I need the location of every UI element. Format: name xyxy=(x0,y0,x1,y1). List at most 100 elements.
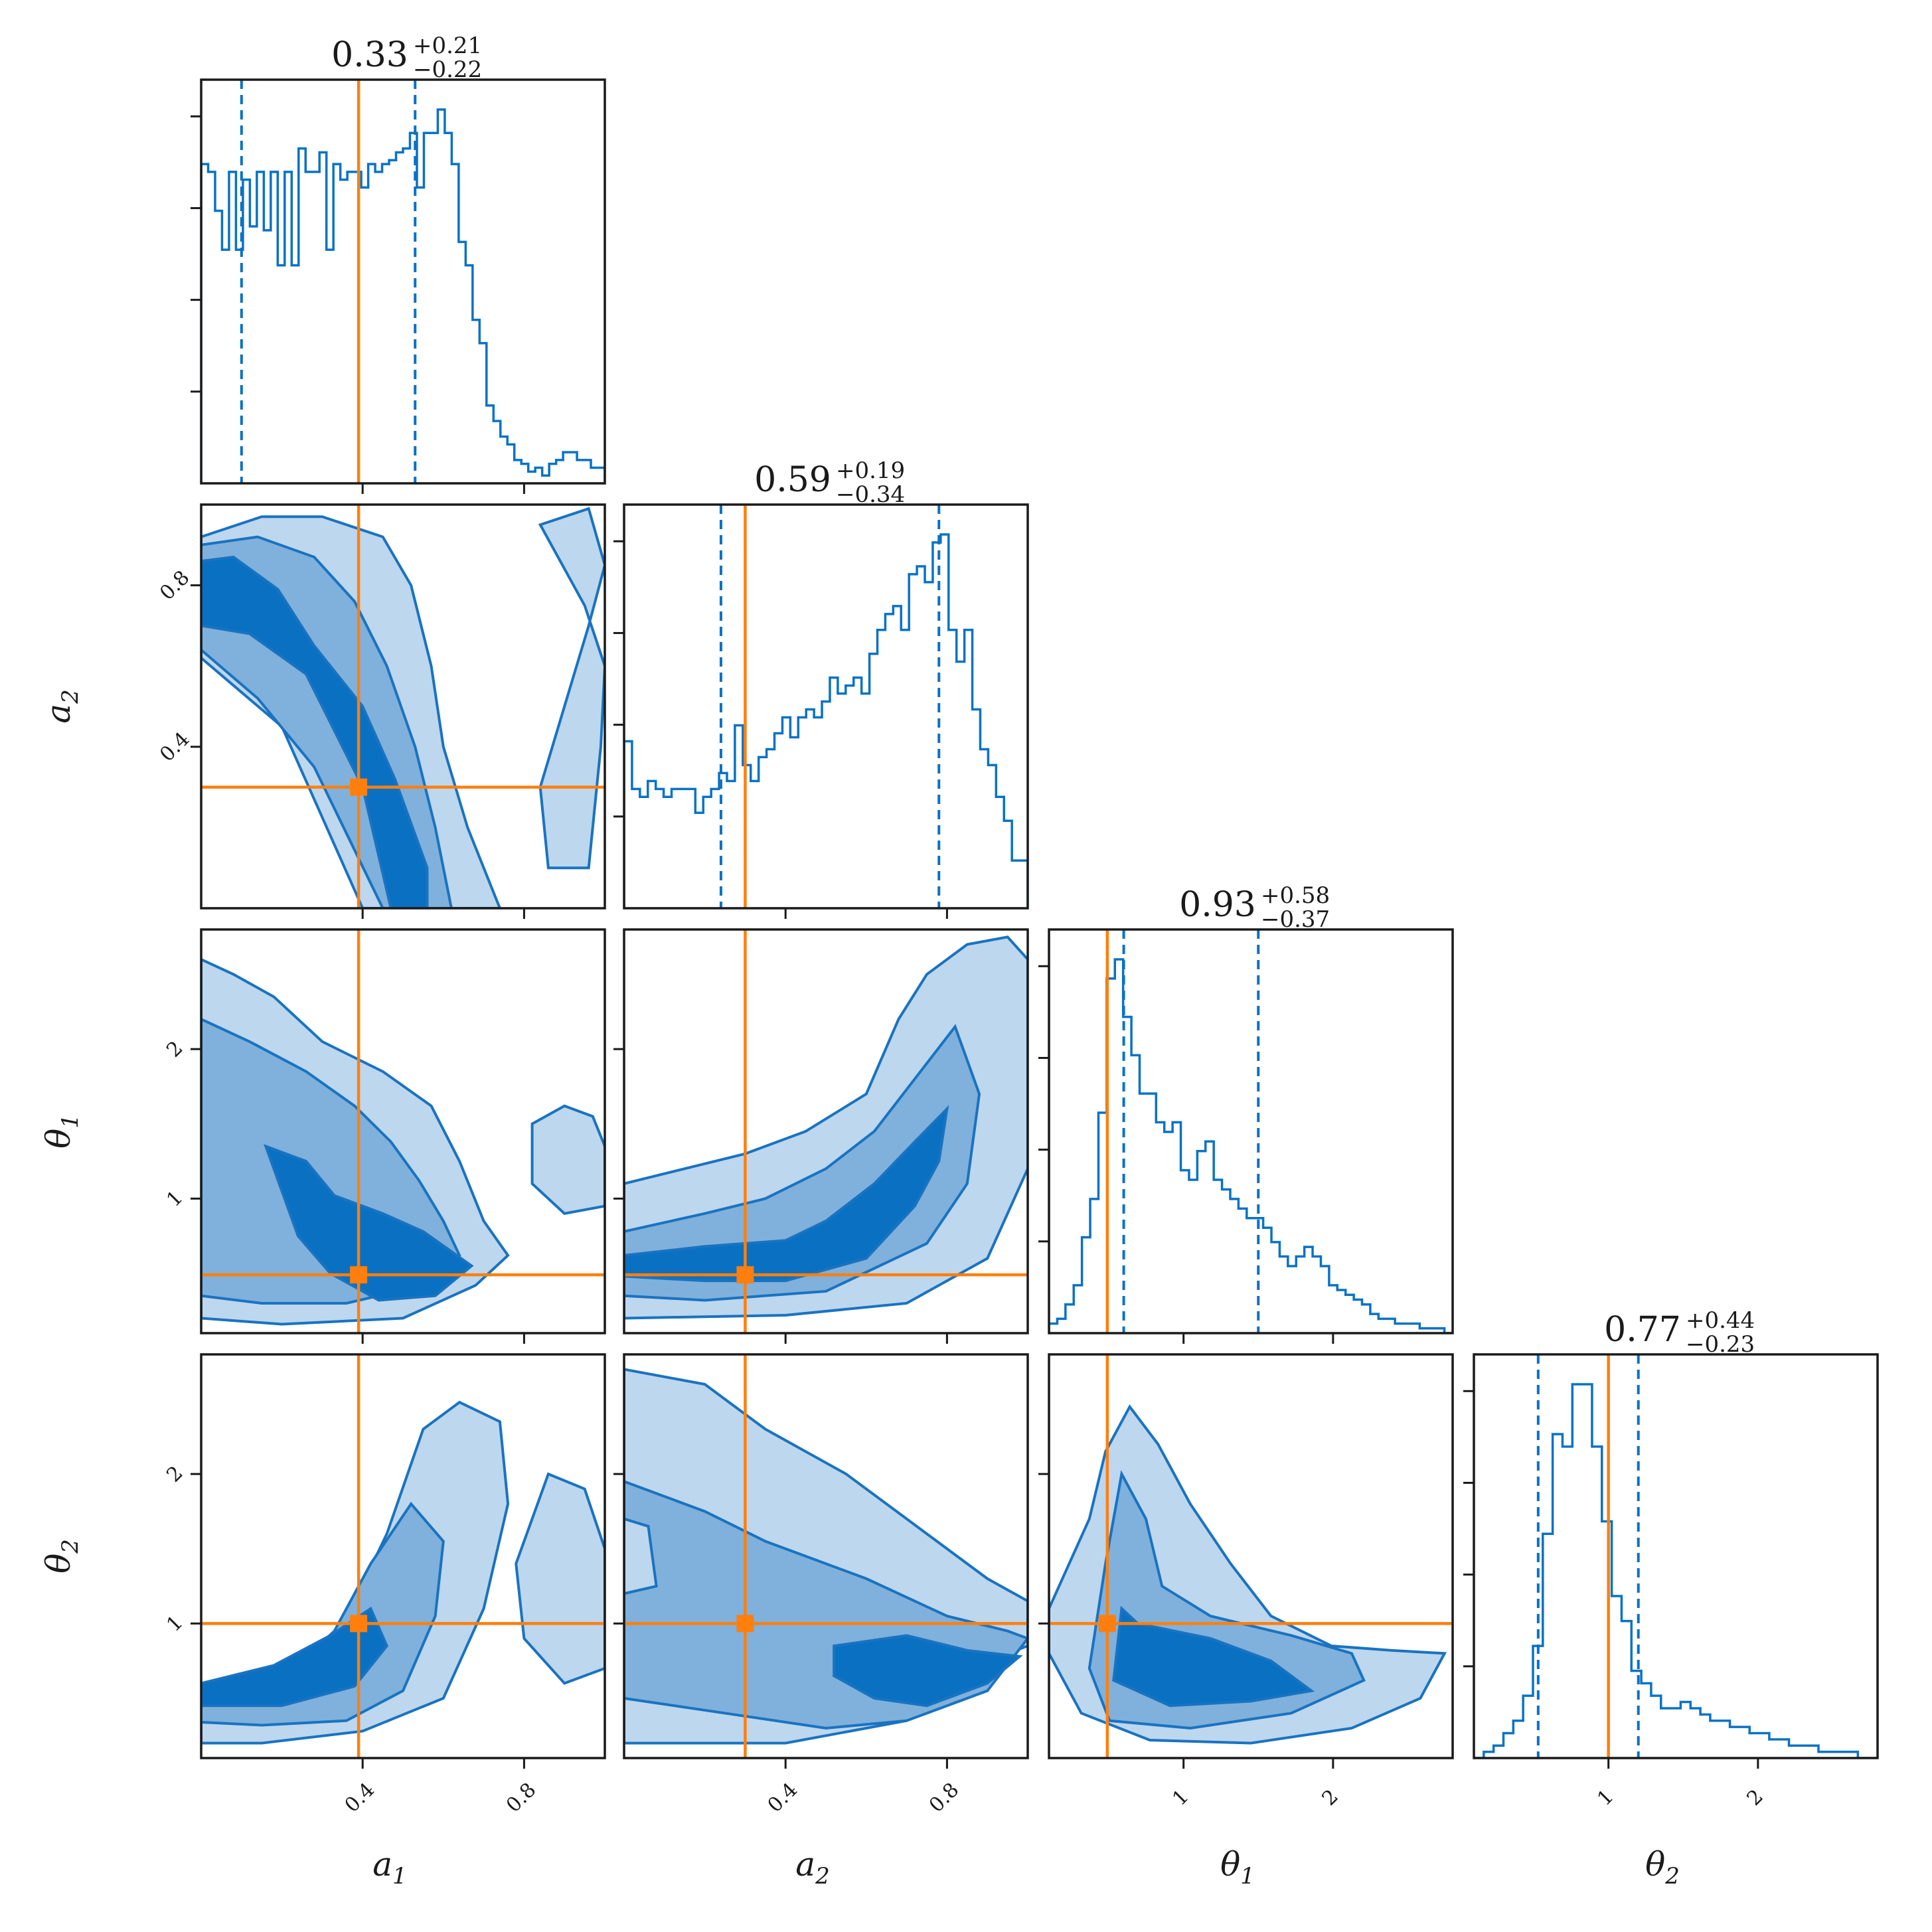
axis-frame xyxy=(623,928,1029,1334)
x-axis-label-2-subscript: 1 xyxy=(1240,1863,1255,1890)
title-plus-0: +0.21 xyxy=(413,33,482,59)
y-axis-label-1: a2 xyxy=(39,689,84,723)
x-tick-label: 0.8 xyxy=(502,1779,540,1817)
y-tick-label: 2 xyxy=(162,1036,187,1062)
contour-inner-3-2-2 xyxy=(1112,1605,1315,1708)
truth-marker xyxy=(350,1615,368,1633)
x-tick-label: 0.8 xyxy=(925,1779,963,1817)
panel-content xyxy=(201,929,605,1333)
axis-frame xyxy=(623,1353,1029,1759)
axis-frame xyxy=(623,503,1029,910)
panel-content xyxy=(1049,929,1453,1333)
y-axis-label-1-symbol: a xyxy=(39,704,78,724)
contour-inner-3-1-2 xyxy=(833,1634,1023,1708)
title-median-1: 0.59 xyxy=(754,460,831,500)
panel-content xyxy=(201,80,605,483)
panel-content xyxy=(624,505,1028,908)
title-plus-2: +0.58 xyxy=(1261,882,1330,909)
contour-outer-2-0-3 xyxy=(530,1104,605,1216)
contour-outer-1-0-3 xyxy=(538,507,605,870)
contour-inner-2-1-2 xyxy=(624,1105,949,1283)
y-axis-label-2-text: θ1 xyxy=(39,1114,84,1149)
y-tick-label: 1 xyxy=(162,1186,187,1212)
y-tick-label: 0.4 xyxy=(155,728,194,766)
panel-1-1: 0.59 +0.19−0.34 xyxy=(613,457,1029,919)
x-tick-label: 0.4 xyxy=(764,1779,802,1817)
contour-outer-3-0-3 xyxy=(515,1472,605,1685)
x-axis-label-1: a2 xyxy=(795,1845,829,1890)
y-axis-label-3-symbol: θ xyxy=(39,1554,78,1573)
panel-0-0: 0.33 +0.21−0.22 xyxy=(191,33,606,494)
y-tick-label: 2 xyxy=(162,1461,187,1487)
axis-frame xyxy=(200,78,606,485)
panels: 0.33 +0.21−0.220.40.80.59 +0.19−0.34120.93… xyxy=(39,33,1879,1890)
x-axis-label-2: θ1 xyxy=(1220,1845,1255,1890)
x-axis-label-3-subscript: 2 xyxy=(1664,1863,1680,1890)
title-median-0: 0.33 xyxy=(331,35,408,75)
title-median-3: 0.77 xyxy=(1604,1310,1681,1350)
panel-2-0: 12 xyxy=(162,928,606,1344)
contour-inner-3-0-2 xyxy=(201,1606,388,1708)
histogram-0 xyxy=(201,108,605,483)
x-axis-label-3-text: θ2 xyxy=(1645,1845,1680,1890)
x-axis-label-0-text: a1 xyxy=(372,1845,406,1890)
panel-2-1 xyxy=(613,928,1029,1344)
y-axis-label-2-subscript: 1 xyxy=(57,1114,84,1129)
panel-content xyxy=(201,505,605,908)
y-axis-label-1-text: a2 xyxy=(39,689,84,723)
y-axis-label-1-subscript: 2 xyxy=(57,689,84,704)
axis-frame xyxy=(200,503,606,910)
x-axis-label-3: θ2 xyxy=(1645,1845,1680,1890)
panel-3-1: 0.4 0.8 xyxy=(613,1353,1029,1817)
axis-frame xyxy=(1048,1353,1454,1759)
x-tick-label: 1 xyxy=(1168,1785,1193,1811)
title-plus-3: +0.44 xyxy=(1686,1307,1755,1334)
y-tick-label: 1 xyxy=(162,1611,187,1637)
x-axis-label-2-symbol: θ xyxy=(1220,1845,1240,1884)
truth-marker xyxy=(350,778,368,796)
x-axis-label-2-text: θ1 xyxy=(1220,1845,1255,1890)
histogram-1 xyxy=(624,533,1028,908)
x-axis-label-0-subscript: 1 xyxy=(392,1863,407,1890)
truth-marker xyxy=(350,1266,368,1284)
y-axis-label-2: θ1 xyxy=(39,1114,84,1149)
x-axis-label-1-text: a2 xyxy=(795,1845,829,1890)
x-tick-label: 2 xyxy=(1742,1785,1767,1811)
contour-outer-3-1-3 xyxy=(624,1517,658,1595)
panel-content xyxy=(201,1354,605,1758)
x-tick-label: 0.4 xyxy=(341,1779,379,1817)
x-tick-label: 2 xyxy=(1317,1785,1342,1811)
axis-frame xyxy=(1473,1353,1879,1759)
x-axis-label-1-symbol: a xyxy=(795,1845,815,1884)
axis-frame xyxy=(200,1353,606,1759)
histogram-2 xyxy=(1049,958,1453,1333)
truth-marker xyxy=(736,1266,754,1284)
panel-content xyxy=(1474,1354,1878,1758)
panel-content xyxy=(1049,1354,1453,1758)
y-axis-label-3-subscript: 2 xyxy=(57,1539,84,1554)
panel-content xyxy=(624,1354,1028,1758)
y-axis-label-3-text: θ2 xyxy=(39,1539,84,1573)
panel-3-0: 1 2 0.4 0.8 xyxy=(162,1353,606,1817)
x-axis-label-0: a1 xyxy=(372,1845,406,1890)
panel-3-3: 0.77 +0.44−0.231 2 xyxy=(1463,1307,1879,1811)
axis-frame xyxy=(200,928,606,1334)
truth-marker xyxy=(736,1615,754,1633)
x-axis-label-1-subscript: 2 xyxy=(815,1863,830,1890)
contour-inner-2-0-2 xyxy=(263,1144,474,1302)
panel-2-2: 0.93 +0.58−0.37 xyxy=(1038,882,1454,1344)
truth-marker xyxy=(1098,1615,1116,1633)
x-axis-label-0-symbol: a xyxy=(372,1845,392,1884)
axis-frame xyxy=(1048,928,1454,1334)
contour-inner-1-0-2 xyxy=(201,555,429,908)
panel-1-0: 0.4 0.8 xyxy=(155,503,606,919)
panel-content xyxy=(624,929,1028,1333)
histogram-3 xyxy=(1474,1383,1878,1758)
y-axis-label-3: θ2 xyxy=(39,1539,84,1573)
y-axis-label-2-symbol: θ xyxy=(39,1129,78,1149)
title-plus-1: +0.19 xyxy=(836,457,905,484)
x-axis-label-3-symbol: θ xyxy=(1645,1845,1665,1884)
x-tick-label: 1 xyxy=(1593,1785,1618,1811)
